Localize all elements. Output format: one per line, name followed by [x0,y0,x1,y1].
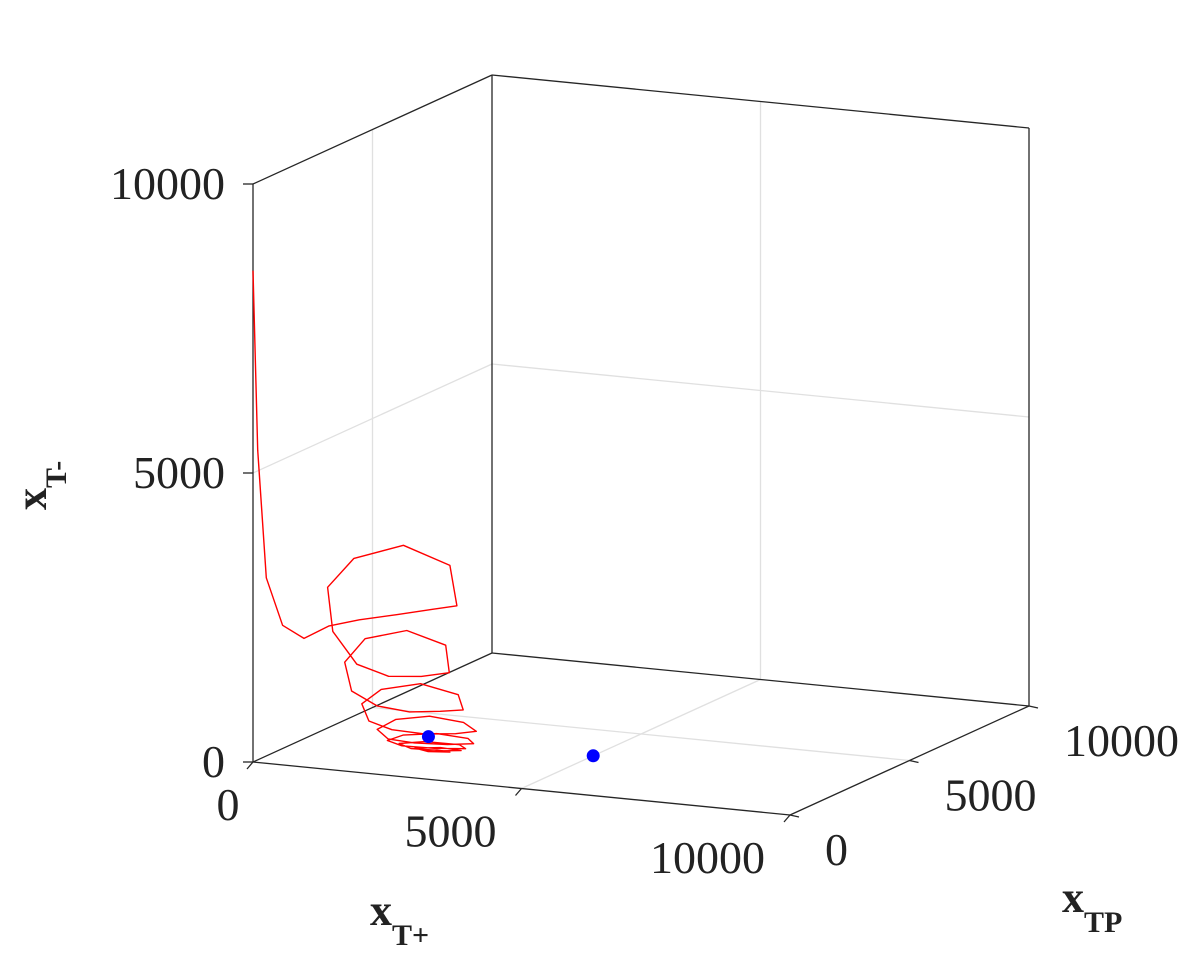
trajectory-line [252,270,477,753]
tick-labels: 0 5000 10000 0 5000 10000 0 5000 10000 [110,158,1179,883]
y-axis-label: xTP [1062,873,1122,939]
axis-edge [491,74,1030,129]
y-tick-mark [789,814,800,818]
x-tick-mark [246,761,254,770]
x-tick-mark [783,814,791,823]
z-tick-label: 5000 [133,447,225,498]
y-tick-mark [909,759,919,764]
gridlines [252,101,1030,790]
axis-edge [252,74,493,185]
gridline [491,363,1030,418]
axis-edge [491,652,1030,707]
equilibrium-point [586,749,600,763]
x-axis-label: xT+ [370,886,429,952]
x-tick-label: 0 [217,779,240,830]
axes-box [243,74,1039,823]
axis-edge [252,652,493,763]
z-tick-label: 0 [202,736,225,787]
x-tick-label: 5000 [405,806,497,857]
y-tick-mark [1028,705,1039,709]
gridline [372,706,910,762]
y-tick-label: 10000 [1064,715,1179,766]
z-tick-label: 10000 [110,158,225,209]
gridline [252,363,493,474]
y-tick-label: 0 [825,824,848,875]
equilibrium-point [421,730,435,744]
z-axis-label: xT- [7,461,73,510]
x-tick-label: 10000 [650,832,765,883]
x-tick-mark [515,788,522,796]
y-tick-label: 5000 [945,770,1037,821]
data-series [252,270,600,763]
